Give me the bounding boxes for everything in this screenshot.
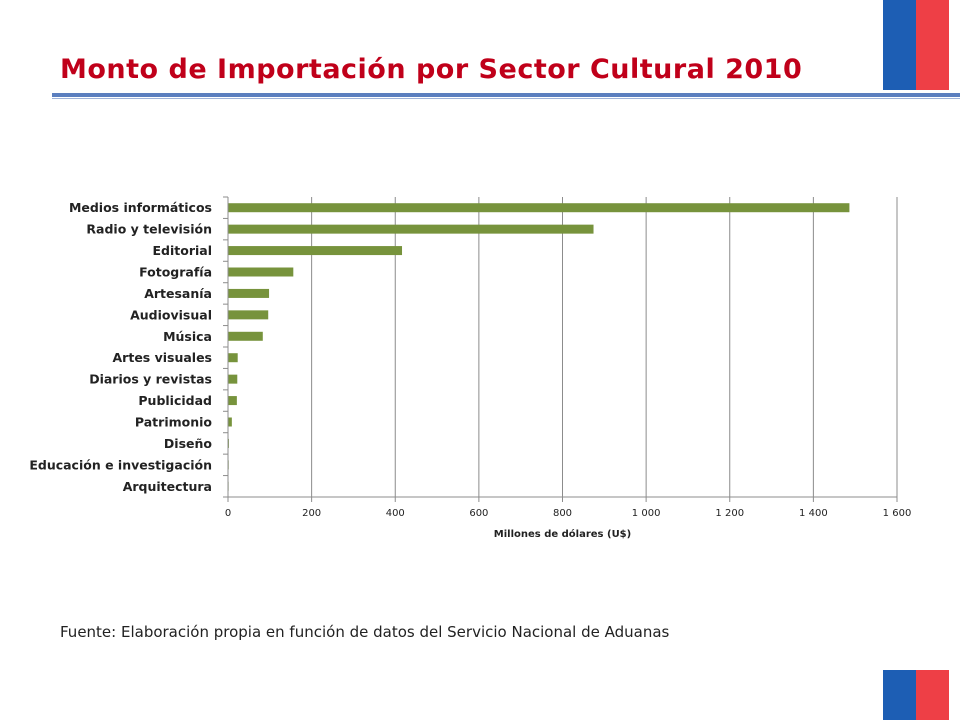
category-label: Editorial [152, 243, 212, 258]
bar [228, 203, 850, 213]
category-label: Publicidad [138, 393, 212, 408]
flag-top-decoration [883, 0, 949, 90]
category-label: Patrimonio [135, 415, 212, 430]
bar [228, 224, 594, 234]
bar [228, 310, 269, 320]
category-label: Música [163, 329, 212, 344]
category-label: Radio y televisión [86, 222, 212, 237]
x-tick-label: 1 600 [883, 508, 912, 519]
flag-red-band [916, 670, 949, 720]
source-note: Fuente: Elaboración propia en función de… [60, 623, 670, 641]
x-tick-label: 1 200 [715, 508, 744, 519]
bar [228, 267, 294, 277]
category-label: Educación e investigación [29, 457, 212, 472]
category-label: Medios informáticos [69, 200, 212, 215]
x-tick-label: 200 [302, 508, 321, 519]
x-axis-title: Millones de dólares (U$) [494, 528, 631, 540]
x-tick-label: 1 400 [799, 508, 828, 519]
labels-layer: 0 200 400 600 800 1 000 1 200 1 400 1 600 Medios … [29, 200, 911, 519]
title-underline [52, 93, 960, 97]
flag-blue-band [883, 670, 916, 720]
x-tick-label: 1 000 [632, 508, 661, 519]
bar [228, 396, 237, 406]
bar [228, 417, 232, 427]
x-tick-label: 800 [553, 508, 572, 519]
category-label: Diarios y revistas [89, 372, 212, 387]
title-underline-thin [52, 98, 960, 99]
bar [228, 374, 238, 384]
bar [228, 331, 263, 341]
category-label: Diseño [164, 436, 212, 451]
bar [228, 288, 270, 298]
x-tick-label: 400 [386, 508, 405, 519]
x-tick-label: 0 [225, 508, 231, 519]
axis-layer [223, 196, 898, 502]
flag-bottom-decoration [883, 670, 949, 720]
category-label: Artes visuales [113, 350, 213, 365]
flag-blue-band [883, 0, 916, 90]
bar [228, 246, 403, 256]
category-label: Audiovisual [130, 307, 212, 322]
bars-layer [228, 203, 850, 491]
grid-layer [311, 197, 898, 497]
category-label: Fotografía [139, 265, 212, 280]
flag-red-band [916, 0, 949, 90]
category-label: Artesanía [144, 286, 212, 301]
page-title: Monto de Importación por Sector Cultural… [60, 54, 803, 85]
bar [228, 353, 238, 363]
x-tick-label: 600 [469, 508, 488, 519]
category-label: Arquitectura [123, 479, 212, 494]
